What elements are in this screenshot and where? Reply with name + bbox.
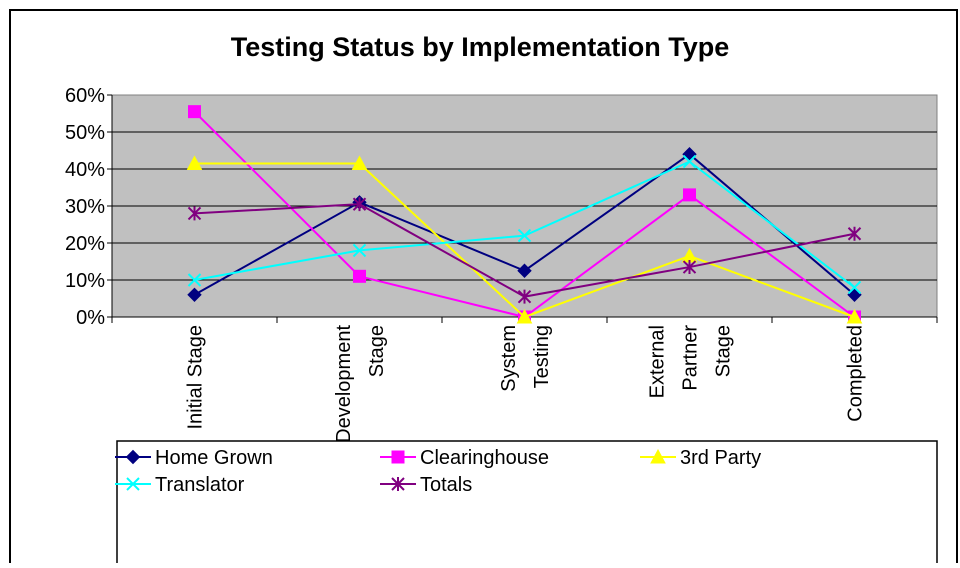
y-tick-label: 0% xyxy=(76,307,105,329)
legend-label: 3rd Party xyxy=(680,447,761,469)
marker xyxy=(352,197,367,212)
marker xyxy=(353,269,366,283)
marker xyxy=(125,449,141,465)
y-tick-label: 30% xyxy=(65,196,105,218)
marker xyxy=(391,450,405,464)
marker xyxy=(683,188,696,202)
y-tick-label: 60% xyxy=(65,85,105,107)
marker xyxy=(187,273,202,287)
marker xyxy=(126,477,140,491)
x-tick-label: Development Stage xyxy=(333,325,388,443)
marker xyxy=(352,243,367,258)
y-tick-label: 50% xyxy=(65,122,105,144)
marker xyxy=(847,280,862,295)
marker xyxy=(517,228,532,243)
y-tick-label: 20% xyxy=(65,233,105,255)
marker xyxy=(682,154,697,169)
x-tick-label: Completed xyxy=(845,325,867,422)
legend-label: Translator xyxy=(155,474,245,496)
marker xyxy=(187,206,202,221)
x-tick-label: System Testing xyxy=(498,325,553,392)
marker xyxy=(517,289,532,304)
legend xyxy=(116,440,938,568)
y-tick-label: 40% xyxy=(65,159,105,181)
x-tick-label: External Partner Stage xyxy=(647,325,735,399)
legend-label: Totals xyxy=(420,474,472,496)
marker xyxy=(682,260,697,275)
marker xyxy=(847,226,862,241)
marker xyxy=(351,155,368,170)
y-tick-label: 10% xyxy=(65,270,105,292)
legend-label: Clearinghouse xyxy=(420,447,549,469)
x-tick-label: Initial Stage xyxy=(185,325,207,430)
marker xyxy=(188,105,201,119)
marker xyxy=(186,155,203,170)
chart-title: Testing Status by Implementation Type xyxy=(231,32,730,62)
marker xyxy=(516,308,533,324)
marker xyxy=(650,448,666,464)
marker xyxy=(517,263,532,278)
marker xyxy=(187,287,202,303)
marker xyxy=(846,308,863,324)
marker xyxy=(391,477,405,491)
legend-label: Home Grown xyxy=(155,447,273,469)
